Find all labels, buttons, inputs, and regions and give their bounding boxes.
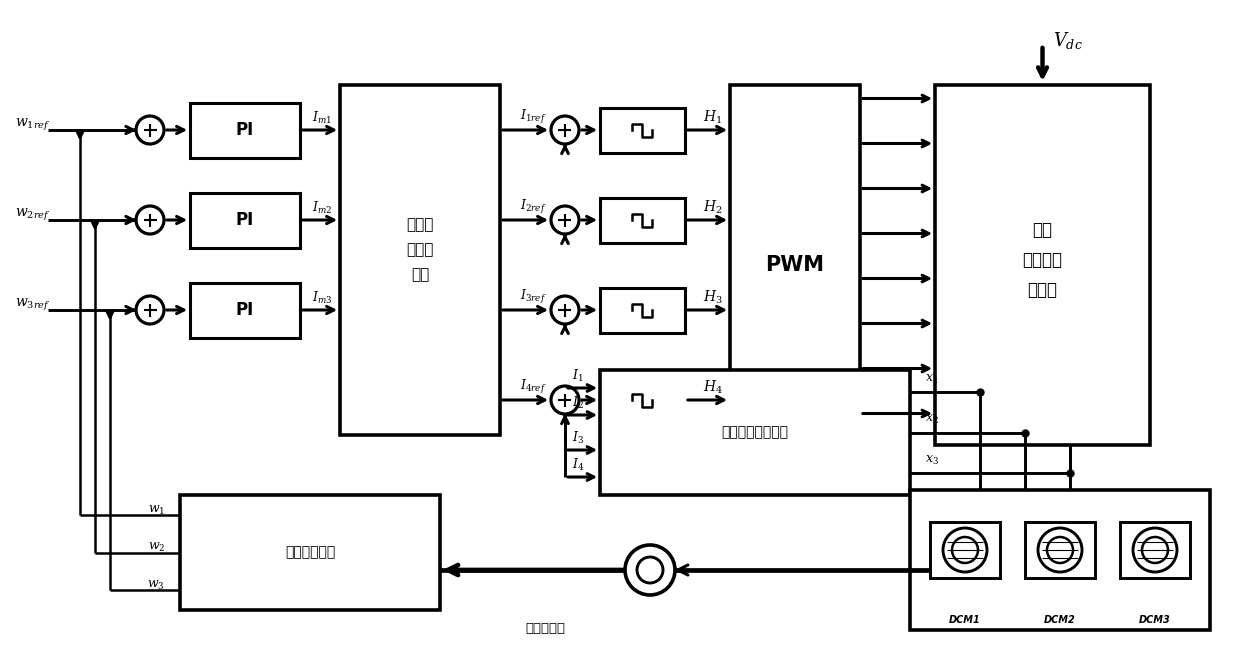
Text: 参考电: 参考电 (407, 217, 434, 233)
Circle shape (942, 528, 987, 572)
Circle shape (1047, 537, 1073, 563)
Text: 流计算: 流计算 (407, 243, 434, 257)
Text: $H_{1}$: $H_{1}$ (703, 108, 722, 126)
Text: $w_{2ref}$: $w_{2ref}$ (15, 207, 51, 223)
Text: $w_{3ref}$: $w_{3ref}$ (15, 297, 51, 313)
Bar (190, 283, 300, 338)
Text: $x_1$: $x_1$ (925, 372, 939, 386)
Circle shape (136, 206, 164, 234)
Text: 逆变器: 逆变器 (1028, 281, 1058, 299)
Bar (600, 287, 684, 332)
Text: PWM: PWM (765, 255, 825, 275)
Text: $I_{m1}$: $I_{m1}$ (312, 110, 332, 126)
Text: $I_{3ref}$: $I_{3ref}$ (520, 288, 547, 306)
Text: $w_{1ref}$: $w_{1ref}$ (15, 117, 51, 133)
Text: $I_2$: $I_2$ (572, 395, 584, 411)
Text: $I_3$: $I_3$ (572, 430, 584, 446)
Circle shape (1038, 528, 1083, 572)
Text: $I_{m2}$: $I_{m2}$ (312, 200, 332, 216)
Text: DCM3: DCM3 (1140, 615, 1171, 625)
Text: PI: PI (236, 301, 254, 319)
Bar (190, 102, 300, 158)
Bar (600, 370, 910, 495)
Text: $w_3$: $w_3$ (148, 579, 165, 592)
Bar (730, 85, 861, 445)
Text: PI: PI (236, 211, 254, 229)
Text: $w_2$: $w_2$ (148, 541, 165, 554)
Circle shape (551, 116, 579, 144)
Text: $x_3$: $x_3$ (925, 454, 939, 467)
Bar (340, 85, 500, 435)
Text: 转速计算模块: 转速计算模块 (285, 545, 335, 559)
Text: 电流重构计算模块: 电流重构计算模块 (722, 426, 789, 440)
Circle shape (625, 545, 675, 595)
Bar (935, 85, 1149, 445)
Circle shape (136, 296, 164, 324)
Bar (600, 198, 684, 243)
Text: PI: PI (236, 121, 254, 139)
Text: 电压源型: 电压源型 (1023, 251, 1063, 269)
Circle shape (551, 386, 579, 414)
Bar (1025, 522, 1095, 578)
Circle shape (637, 557, 663, 583)
Bar (190, 192, 300, 247)
Text: $I_1$: $I_1$ (572, 368, 584, 384)
Bar (930, 522, 999, 578)
Text: $w_1$: $w_1$ (148, 503, 165, 517)
Text: $H_{2}$: $H_{2}$ (703, 198, 723, 215)
Circle shape (551, 206, 579, 234)
Text: $I_4$: $I_4$ (572, 457, 584, 473)
Text: $I_{2ref}$: $I_{2ref}$ (520, 198, 547, 216)
Circle shape (952, 537, 978, 563)
Text: 模块: 模块 (410, 267, 429, 283)
Text: DCM1: DCM1 (949, 615, 981, 625)
Bar (600, 108, 684, 152)
Bar (910, 490, 1210, 630)
Circle shape (136, 116, 164, 144)
Bar (180, 495, 440, 610)
Text: 四相: 四相 (1033, 221, 1053, 239)
Text: $I_{4ref}$: $I_{4ref}$ (520, 378, 547, 396)
Text: $H_{3}$: $H_{3}$ (703, 289, 723, 306)
Text: $x_2$: $x_2$ (925, 413, 939, 426)
Circle shape (1133, 528, 1177, 572)
Text: $H_{4}$: $H_{4}$ (703, 378, 723, 396)
Text: $I_{1ref}$: $I_{1ref}$ (520, 108, 547, 126)
Text: DCM2: DCM2 (1044, 615, 1076, 625)
Text: $V_{dc}$: $V_{dc}$ (1053, 29, 1083, 51)
Circle shape (1142, 537, 1168, 563)
Bar (600, 378, 684, 422)
Bar (1120, 522, 1190, 578)
Text: $I_{m3}$: $I_{m3}$ (311, 290, 332, 306)
Circle shape (551, 296, 579, 324)
Text: 位置传感器: 位置传感器 (525, 622, 565, 634)
